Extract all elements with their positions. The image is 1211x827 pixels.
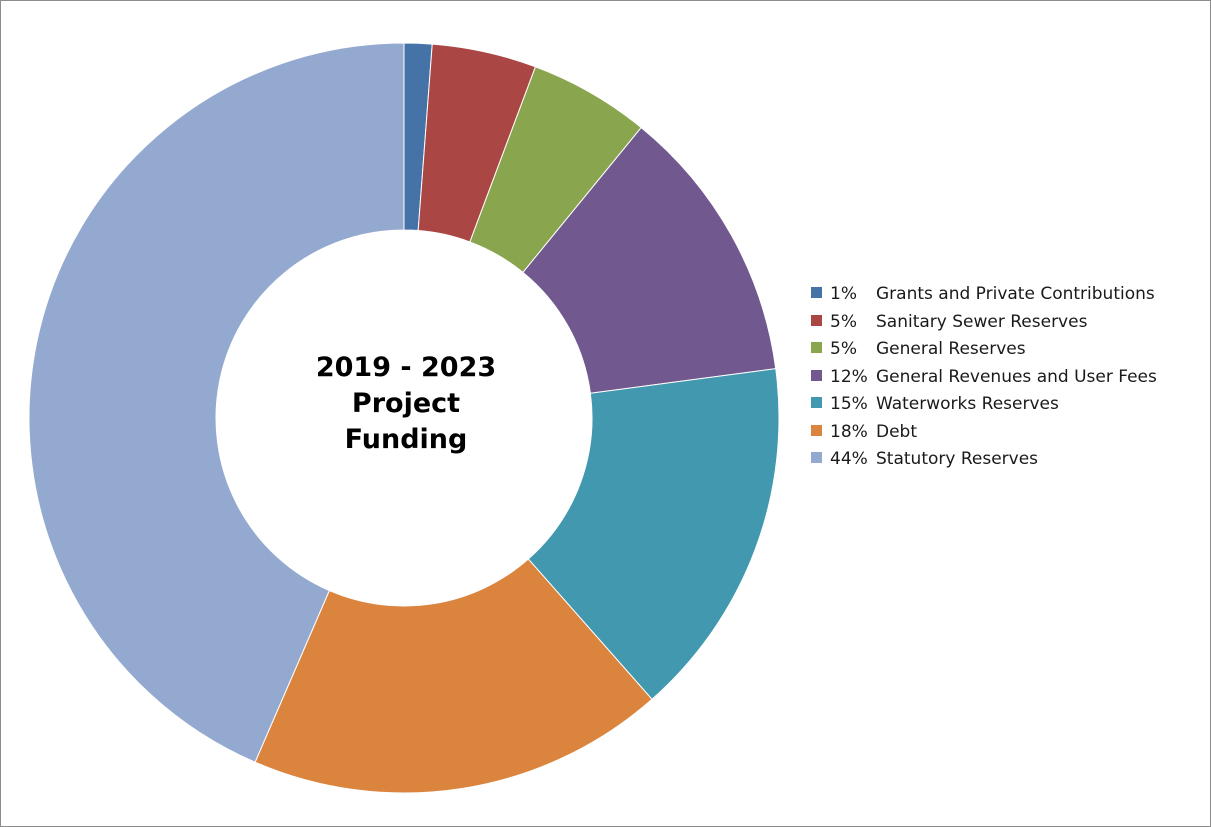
legend-percent: 12%	[830, 366, 868, 387]
legend-item-0: 1% Grants and Private Contributions	[811, 281, 1157, 309]
donut-slice-4	[527, 368, 780, 700]
legend-label: Grants and Private Contributions	[876, 284, 1155, 304]
chart-title: 2019 - 2023 Project Funding	[256, 350, 556, 458]
donut-slice-3	[522, 126, 777, 394]
legend-swatch	[811, 397, 822, 408]
legend-item-4: 15% Waterworks Reserves	[811, 391, 1157, 419]
legend-label: General Revenues and User Fees	[876, 366, 1157, 387]
donut-slice-5	[254, 558, 653, 794]
chart-title-line-3: Funding	[344, 424, 468, 455]
legend-label: Statutory Reserves	[876, 449, 1039, 469]
legend-item-5: 18% Debt	[811, 419, 1157, 447]
chart-title-line-2: Project	[351, 388, 461, 419]
legend-label: General Reserves	[876, 339, 1026, 359]
legend-item-6: 44% Statutory Reserves	[811, 446, 1157, 474]
legend-percent: 44%	[830, 449, 868, 469]
legend-percent: 5%	[830, 311, 857, 332]
legend-label: Debt	[876, 421, 918, 442]
legend-item-3: 12% General Revenues and User Fees	[811, 364, 1157, 392]
legend-label: Sanitary Sewer Reserves	[876, 311, 1088, 332]
legend-swatch	[811, 452, 822, 463]
legend-item-1: 5% Sanitary Sewer Reserves	[811, 309, 1157, 337]
legend-item-2: 5% General Reserves	[811, 336, 1157, 364]
legend-swatch	[811, 369, 822, 381]
legend: 1% Grants and Private Contributions 5% Sani…	[811, 281, 1157, 474]
legend-swatch	[811, 314, 822, 326]
legend-swatch	[811, 287, 822, 298]
chart-title-line-1: 2019 - 2023	[315, 352, 497, 383]
legend-percent: 18%	[830, 421, 868, 442]
legend-swatch	[811, 424, 822, 436]
legend-label: Waterworks Reserves	[876, 394, 1059, 414]
legend-swatch	[811, 342, 822, 353]
legend-percent: 1%	[830, 284, 857, 304]
legend-percent: 5%	[830, 339, 857, 359]
legend-percent: 15%	[830, 394, 868, 414]
donut-slice-6	[28, 42, 405, 763]
